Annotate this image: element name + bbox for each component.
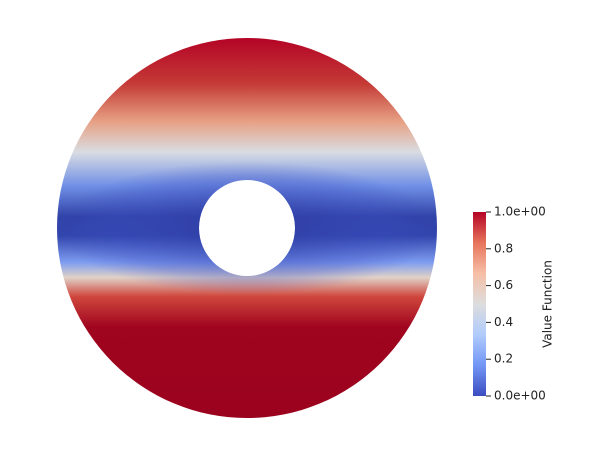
colorbar [473,212,486,396]
colorbar-tick-label: 1.0e+00 [494,205,546,219]
colorbar-label: Value Function [541,260,555,348]
colorbar-tick-label: 0.0e+00 [494,389,546,403]
colorbar-tick-label: 0.6 [494,278,513,292]
colorbar-tick-label: 0.8 [494,241,513,255]
annulus-shade [57,38,437,418]
colorbar-tick-label: 0.4 [494,315,513,329]
colorbar-tick-label: 0.2 [494,352,513,366]
